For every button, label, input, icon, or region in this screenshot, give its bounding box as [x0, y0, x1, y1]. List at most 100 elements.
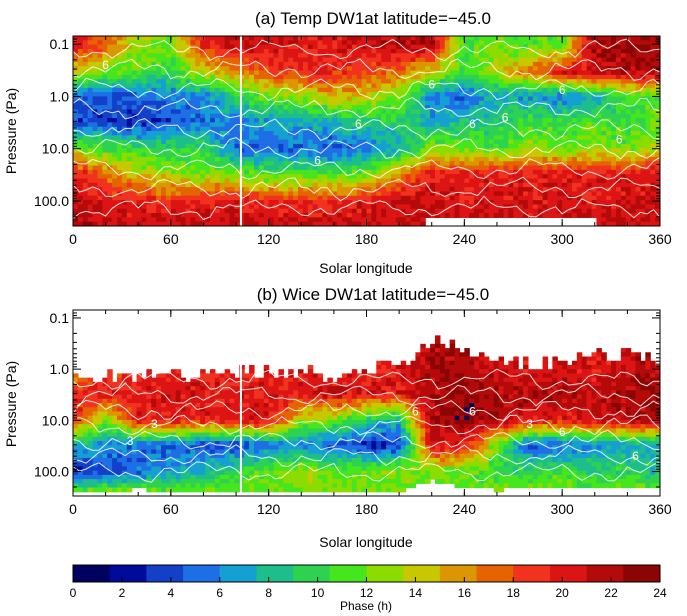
heatmap-cell [346, 165, 353, 171]
heatmap-cell [268, 191, 275, 197]
heatmap-cell [527, 187, 534, 193]
heatmap-cell [312, 217, 319, 223]
heatmap-cell [253, 57, 260, 63]
heatmap-cell [571, 66, 578, 72]
heatmap-cell [200, 174, 206, 180]
heatmap-cell [361, 100, 368, 106]
heatmap-cell [366, 96, 372, 102]
heatmap-cell [430, 165, 436, 171]
heatmap-cell [425, 208, 431, 214]
heatmap-cell [439, 143, 446, 149]
heatmap-cell [434, 178, 441, 184]
heatmap-cell [542, 105, 549, 111]
heatmap-cell [317, 87, 324, 93]
heatmap-cell [332, 208, 338, 214]
heatmap-cell [390, 213, 397, 218]
heatmap-cell [283, 105, 289, 111]
heatmap-cell [214, 53, 221, 59]
heatmap-cell [547, 44, 553, 50]
heatmap-cell [317, 182, 324, 188]
heatmap-cell [351, 44, 358, 50]
heatmap-cell [518, 83, 524, 89]
heatmap-cell [434, 61, 441, 67]
heatmap-cell [493, 148, 500, 154]
heatmap-cell [395, 131, 402, 136]
heatmap-cell [92, 135, 99, 141]
heatmap-cell [410, 165, 417, 171]
heatmap-cell [298, 70, 304, 76]
heatmap-cell [513, 213, 519, 218]
heatmap-cell [107, 53, 113, 59]
heatmap-cell [581, 126, 588, 132]
heatmap-cell [283, 40, 289, 46]
heatmap-cell [131, 143, 138, 149]
heatmap-cell [146, 109, 152, 115]
heatmap-cell [146, 57, 152, 63]
heatmap-cell [107, 195, 113, 201]
heatmap-cell [498, 122, 505, 128]
heatmap-cell [337, 148, 343, 154]
heatmap-cell [567, 118, 573, 123]
heatmap-cell [278, 208, 284, 214]
heatmap-cell [542, 87, 549, 93]
heatmap-cell [112, 131, 118, 136]
heatmap-cell [298, 126, 304, 132]
heatmap-cell [567, 139, 573, 145]
heatmap-cell [234, 74, 240, 80]
heatmap-cell [571, 40, 578, 46]
heatmap-cell [400, 122, 407, 128]
heatmap-cell [400, 143, 407, 149]
heatmap-cell [77, 57, 84, 63]
heatmap-cell [611, 100, 617, 106]
heatmap-cell [351, 79, 358, 85]
heatmap-cell [493, 161, 500, 167]
heatmap-cell [586, 174, 593, 180]
heatmap-cell [586, 87, 593, 93]
heatmap-cell [625, 126, 632, 132]
heatmap-cell [351, 36, 358, 41]
heatmap-cell [425, 118, 431, 123]
heatmap-cell [581, 174, 588, 180]
heatmap-cell [156, 113, 162, 119]
heatmap-cell [229, 195, 236, 201]
heatmap-cell [195, 79, 201, 85]
heatmap-cell [547, 139, 553, 145]
heatmap-cell [298, 48, 304, 54]
heatmap-cell [459, 156, 465, 162]
heatmap-cell [537, 36, 544, 41]
heatmap-cell [606, 44, 612, 50]
heatmap-cell [268, 182, 275, 188]
heatmap-cell [562, 208, 568, 214]
heatmap-cell [434, 161, 441, 167]
heatmap-cell [542, 191, 549, 197]
heatmap-cell [195, 204, 201, 210]
heatmap-cell [615, 191, 622, 197]
heatmap-cell [141, 156, 147, 162]
heatmap-cell [229, 57, 236, 63]
heatmap-cell [185, 143, 191, 149]
heatmap-cell [503, 122, 509, 128]
heatmap-cell [112, 169, 118, 175]
heatmap-cell [327, 44, 333, 50]
heatmap-cell [112, 213, 118, 218]
heatmap-cell [117, 195, 123, 201]
heatmap-cell [244, 113, 250, 119]
heatmap-cell [151, 44, 157, 50]
heatmap-cell [601, 217, 607, 223]
heatmap-cell [332, 48, 338, 54]
heatmap-cell [283, 53, 289, 59]
heatmap-cell [503, 109, 509, 115]
heatmap-cell [239, 156, 245, 162]
heatmap-cell [606, 36, 612, 41]
heatmap-cell [180, 200, 187, 206]
heatmap-cell [298, 44, 304, 50]
heatmap-cell [278, 40, 284, 46]
heatmap-cell [298, 53, 304, 59]
heatmap-cell [219, 152, 226, 158]
heatmap-cell [82, 40, 89, 46]
heatmap-cell [121, 139, 128, 145]
heatmap-cell [557, 161, 563, 167]
heatmap-cell [117, 135, 123, 141]
heatmap-cell [200, 221, 206, 226]
heatmap-cell [523, 148, 529, 154]
